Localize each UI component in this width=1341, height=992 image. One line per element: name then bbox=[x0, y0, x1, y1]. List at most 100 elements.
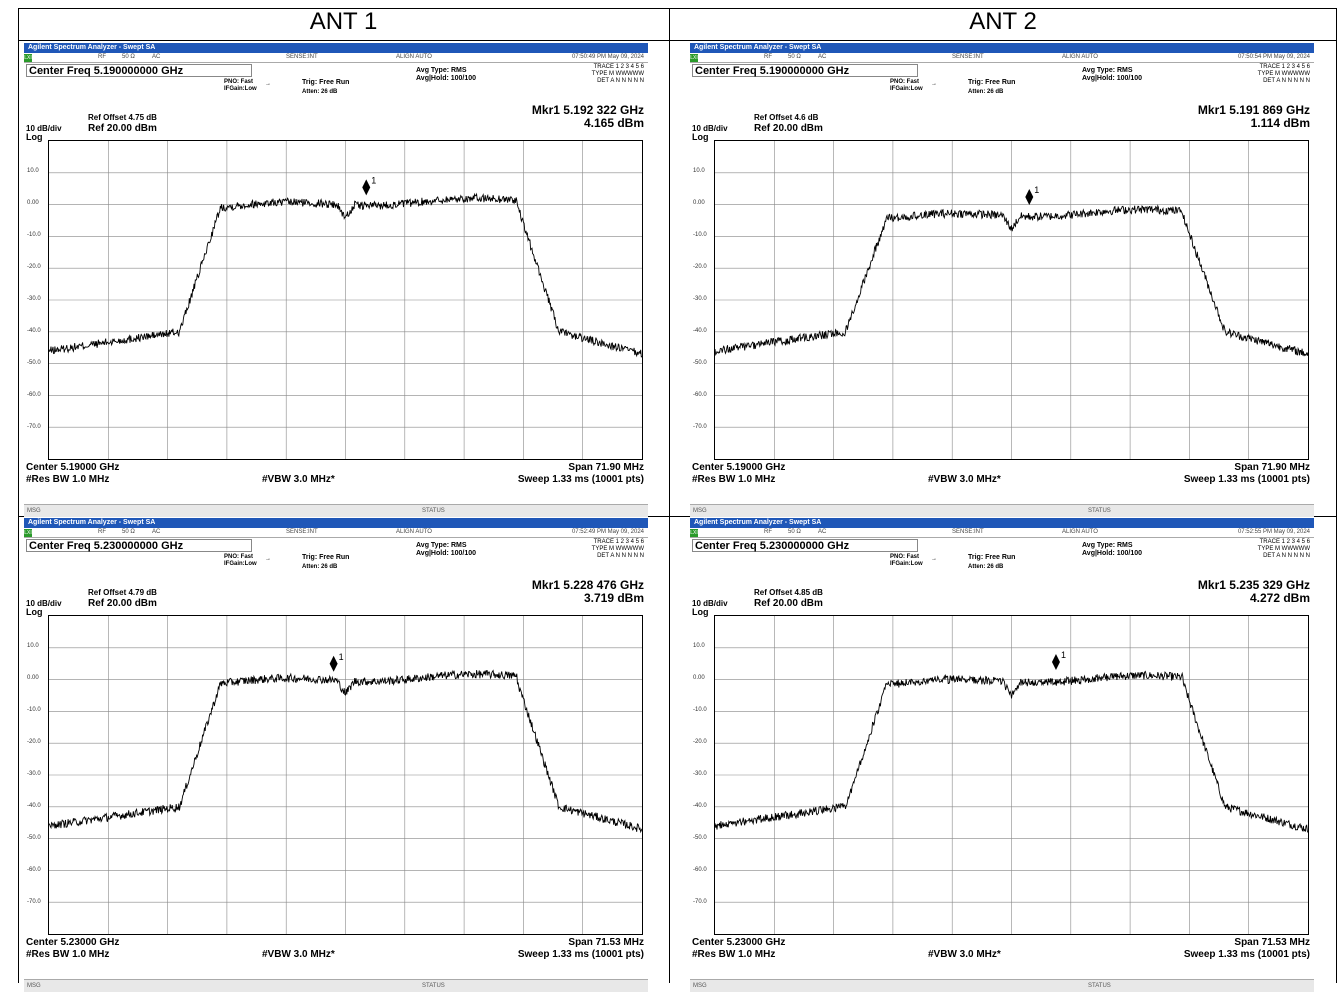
center-freq-field[interactable]: Center Freq 5.190000000 GHz bbox=[692, 64, 918, 77]
type-row: TYPE M WWWWW bbox=[591, 546, 644, 552]
avg-type-label: Avg Type: RMS bbox=[1082, 67, 1133, 74]
align-label: ALIGN AUTO bbox=[1062, 54, 1098, 60]
y-tick-label: -70.0 bbox=[693, 424, 707, 430]
align-label: ALIGN AUTO bbox=[396, 54, 432, 60]
timestamp: 07:50:49 PM May 09, 2024 bbox=[571, 54, 644, 60]
coupling-label: AC bbox=[818, 54, 827, 60]
avg-hold-label: Avg|Hold: 100/100 bbox=[1082, 550, 1143, 557]
avg-hold-label: Avg|Hold: 100/100 bbox=[416, 550, 477, 557]
lxi-icon: LXI bbox=[24, 529, 32, 537]
rf-label: RF bbox=[764, 54, 772, 60]
status-label: STATUS bbox=[422, 983, 445, 989]
y-tick-label: 0.00 bbox=[27, 675, 39, 681]
marker-diamond-icon[interactable] bbox=[1051, 654, 1060, 671]
log-scale-label: Log bbox=[26, 132, 43, 142]
trig-label: Trig: Free Run bbox=[302, 79, 350, 86]
impedance-label: 50 Ω bbox=[788, 529, 801, 535]
sweep: Sweep 1.33 ms (10001 pts) bbox=[1183, 474, 1310, 485]
y-tick-label: -20.0 bbox=[693, 264, 707, 270]
y-tick-label: -10.0 bbox=[693, 232, 707, 238]
spectrum-svg: 1 bbox=[715, 141, 1308, 459]
marker-diamond-icon[interactable] bbox=[1025, 189, 1034, 206]
impedance-label: 50 Ω bbox=[122, 54, 135, 60]
y-tick-label: -20.0 bbox=[27, 739, 41, 745]
center-freq-field[interactable]: Center Freq 5.230000000 GHz bbox=[692, 539, 918, 552]
marker-amplitude: 4.165 dBm bbox=[583, 116, 644, 130]
grid-border-center bbox=[669, 8, 670, 983]
grid-border-left bbox=[18, 8, 19, 983]
marker-diamond-icon[interactable] bbox=[362, 179, 371, 196]
ref-offset: Ref Offset 4.75 dB bbox=[88, 113, 157, 122]
det-row: DET A N N N N N bbox=[1263, 78, 1310, 84]
det-row: DET A N N N N N bbox=[597, 553, 644, 559]
spectrum-analyzer-window-ant2-5230: Agilent Spectrum Analyzer - Swept SA LXI… bbox=[690, 518, 1314, 992]
y-tick-label: -30.0 bbox=[27, 771, 41, 777]
log-scale-label: Log bbox=[692, 132, 709, 142]
sweep: Sweep 1.33 ms (10001 pts) bbox=[517, 949, 644, 960]
grid-border-row bbox=[18, 516, 1337, 517]
message-bar: MSG STATUS bbox=[690, 979, 1314, 992]
spectrum-svg: 1 bbox=[49, 141, 642, 459]
rf-label: RF bbox=[764, 529, 772, 535]
pno-label: PNO: Fast bbox=[224, 79, 254, 85]
spectrum-plot: 1 bbox=[714, 140, 1309, 460]
db-per-div: 10 dB/div bbox=[26, 124, 62, 133]
trace-row: TRACE 1 2 3 4 5 6 bbox=[1259, 64, 1310, 70]
spectrum-plot: 1 bbox=[48, 615, 643, 935]
msg-label: MSG bbox=[27, 983, 41, 989]
det-row: DET A N N N N N bbox=[1263, 553, 1310, 559]
trig-label: Trig: Free Run bbox=[968, 554, 1016, 561]
timestamp: 07:52:49 PM May 09, 2024 bbox=[571, 529, 644, 535]
y-tick-label: -60.0 bbox=[27, 392, 41, 398]
center-freq-field[interactable]: Center Freq 5.230000000 GHz bbox=[26, 539, 252, 552]
db-per-div: 10 dB/div bbox=[692, 124, 728, 133]
y-tick-label: 10.0 bbox=[693, 168, 705, 174]
center-frequency: Center 5.23000 GHz bbox=[692, 937, 786, 948]
y-tick-label: -20.0 bbox=[27, 264, 41, 270]
spectrum-plot: 1 bbox=[48, 140, 643, 460]
ifgain-label: IFGain:Low bbox=[890, 86, 923, 92]
ref-level: Ref 20.00 dBm bbox=[754, 123, 823, 134]
y-tick-label: -10.0 bbox=[27, 707, 41, 713]
marker-amplitude: 4.272 dBm bbox=[1249, 591, 1310, 605]
pno-label: PNO: Fast bbox=[224, 554, 254, 560]
res-bw: #Res BW 1.0 MHz bbox=[692, 949, 776, 960]
trace-row: TRACE 1 2 3 4 5 6 bbox=[593, 539, 644, 545]
center-frequency: Center 5.19000 GHz bbox=[692, 462, 786, 473]
atten-label: Atten: 26 dB bbox=[968, 564, 1004, 570]
arrow-icon: → bbox=[265, 556, 271, 562]
ref-offset: Ref Offset 4.79 dB bbox=[88, 588, 157, 597]
center-freq-field[interactable]: Center Freq 5.190000000 GHz bbox=[26, 64, 252, 77]
msg-label: MSG bbox=[693, 508, 707, 514]
arrow-icon: → bbox=[265, 81, 271, 87]
y-tick-label: -30.0 bbox=[27, 296, 41, 302]
spectrum-analyzer-window-ant1-5230: Agilent Spectrum Analyzer - Swept SA LXI… bbox=[24, 518, 648, 992]
res-bw: #Res BW 1.0 MHz bbox=[692, 474, 776, 485]
impedance-label: 50 Ω bbox=[788, 54, 801, 60]
marker-diamond-icon[interactable] bbox=[329, 655, 338, 672]
lxi-icon: LXI bbox=[24, 54, 32, 62]
atten-label: Atten: 26 dB bbox=[968, 89, 1004, 95]
msg-label: MSG bbox=[693, 983, 707, 989]
sense-label: SENSE:INT bbox=[286, 54, 318, 60]
marker-number-label: 1 bbox=[371, 175, 376, 185]
y-tick-label: -60.0 bbox=[693, 867, 707, 873]
marker-amplitude: 1.114 dBm bbox=[1250, 116, 1310, 130]
message-bar: MSG STATUS bbox=[690, 504, 1314, 517]
status-row: LXI RF 50 Ω AC SENSE:INT ALIGN AUTO 07:5… bbox=[690, 53, 1314, 63]
y-tick-label: -40.0 bbox=[27, 803, 41, 809]
det-row: DET A N N N N N bbox=[597, 78, 644, 84]
status-row: LXI RF 50 Ω AC SENSE:INT ALIGN AUTO 07:5… bbox=[24, 53, 648, 63]
avg-type-label: Avg Type: RMS bbox=[416, 67, 467, 74]
ifgain-label: IFGain:Low bbox=[224, 86, 257, 92]
rf-label: RF bbox=[98, 54, 106, 60]
grid-border-top bbox=[18, 8, 1337, 9]
vbw: #VBW 3.0 MHz* bbox=[928, 474, 1001, 485]
center-frequency: Center 5.19000 GHz bbox=[26, 462, 120, 473]
impedance-label: 50 Ω bbox=[122, 529, 135, 535]
arrow-icon: → bbox=[931, 556, 937, 562]
marker-number-label: 1 bbox=[1034, 185, 1039, 195]
y-tick-label: 10.0 bbox=[27, 643, 39, 649]
status-row: LXI RF 50 Ω AC SENSE:INT ALIGN AUTO 07:5… bbox=[690, 528, 1314, 538]
db-per-div: 10 dB/div bbox=[26, 599, 62, 608]
